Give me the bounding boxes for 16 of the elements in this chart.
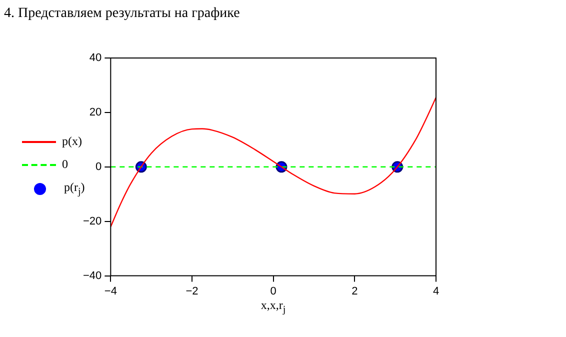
line-series <box>110 96 436 228</box>
x-axis-title: x,x,r$_{j}$ <box>260 298 286 316</box>
x-tick-label: −4 <box>104 285 117 298</box>
legend-label: p(r$_{j}$) <box>64 180 85 198</box>
chart-title: 4. Представляем результаты на графике <box>4 6 240 22</box>
x-tick-label: 4 <box>432 285 440 298</box>
y-tick-label: 20 <box>89 106 102 118</box>
x-tick-label: −2 <box>186 285 198 298</box>
x-tick-label: 0 <box>270 285 276 298</box>
legend-label: p(x) <box>62 134 82 150</box>
y-tick-label: 0 <box>96 160 102 173</box>
y-tick-label: −40 <box>82 270 102 282</box>
x-tick-label: 2 <box>352 285 358 298</box>
y-tick-label: 40 <box>89 52 102 64</box>
legend-label: 0 <box>62 157 68 172</box>
y-tick-label: −20 <box>82 215 102 228</box>
